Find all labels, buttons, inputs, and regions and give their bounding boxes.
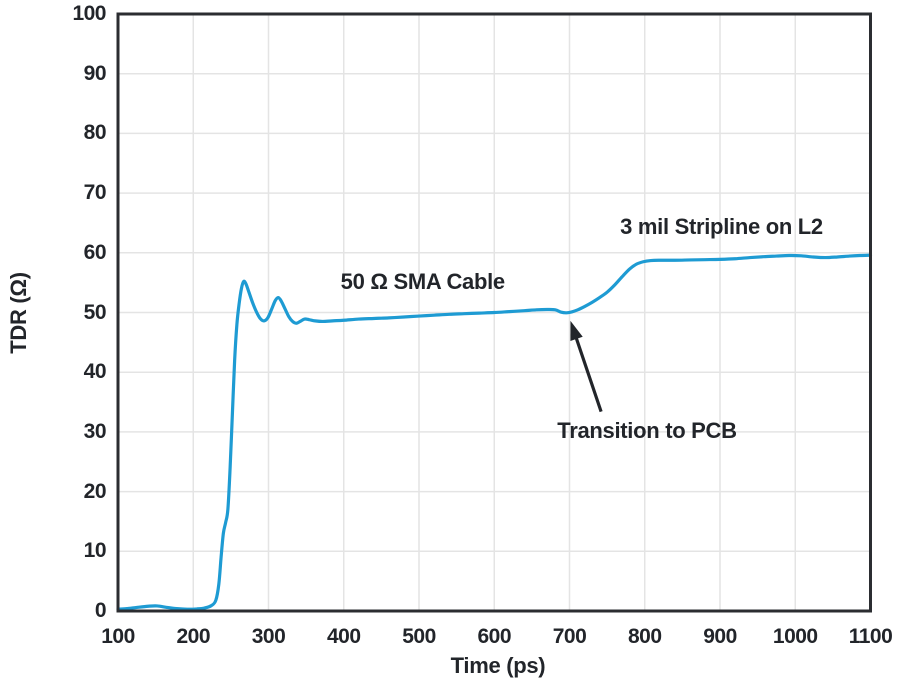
transition-arrow-head <box>570 320 583 341</box>
transition-arrow-line <box>574 336 603 413</box>
plot-frame <box>116 12 872 613</box>
tdr-trace <box>116 253 873 611</box>
